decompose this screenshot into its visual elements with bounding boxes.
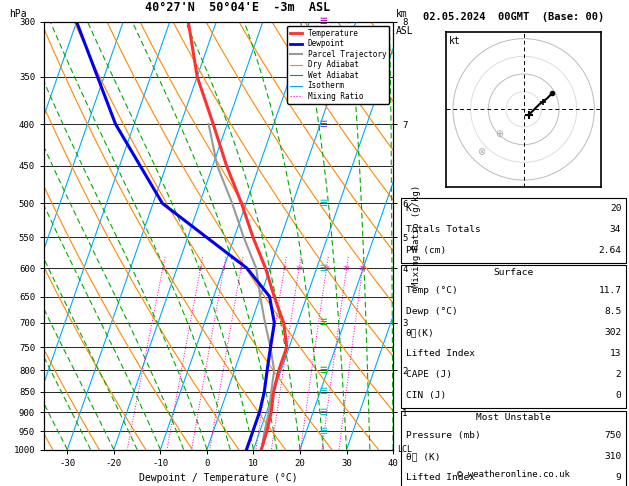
Text: ≡: ≡ [319, 425, 326, 438]
Text: 750: 750 [604, 431, 621, 440]
Text: © weatheronline.co.uk: © weatheronline.co.uk [457, 470, 570, 479]
Text: 3: 3 [222, 265, 226, 271]
Text: θᴇ (K): θᴇ (K) [406, 452, 440, 461]
Text: 25: 25 [359, 265, 366, 271]
Text: 15: 15 [323, 265, 330, 271]
Legend: Temperature, Dewpoint, Parcel Trajectory, Dry Adiabat, Wet Adiabat, Isotherm, Mi: Temperature, Dewpoint, Parcel Trajectory… [287, 26, 389, 104]
Text: Most Unstable: Most Unstable [476, 414, 551, 422]
Text: 11.7: 11.7 [598, 286, 621, 295]
Text: ≡: ≡ [319, 406, 326, 418]
Text: ≡: ≡ [319, 118, 326, 131]
Text: 2.64: 2.64 [598, 245, 621, 255]
Text: CAPE (J): CAPE (J) [406, 370, 452, 379]
Text: Dewp (°C): Dewp (°C) [406, 307, 457, 316]
Text: Temp (°C): Temp (°C) [406, 286, 457, 295]
Text: ≡: ≡ [319, 261, 326, 275]
Text: Pressure (mb): Pressure (mb) [406, 431, 481, 440]
Text: ⊗: ⊗ [477, 147, 486, 157]
Text: 40°27'N  50°04'E  -3m  ASL: 40°27'N 50°04'E -3m ASL [145, 0, 330, 14]
Text: ≡: ≡ [319, 16, 326, 28]
Text: ⊕: ⊕ [495, 129, 503, 139]
Text: ≡: ≡ [319, 385, 326, 399]
Text: ≡: ≡ [319, 316, 326, 330]
Text: ≡: ≡ [319, 197, 326, 210]
X-axis label: Dewpoint / Temperature (°C): Dewpoint / Temperature (°C) [139, 473, 298, 483]
Text: 302: 302 [604, 328, 621, 337]
Text: Lifted Index: Lifted Index [406, 473, 475, 482]
Text: Surface: Surface [494, 268, 533, 277]
Text: CIN (J): CIN (J) [406, 391, 446, 400]
Text: 310: 310 [604, 452, 621, 461]
Text: 20: 20 [610, 204, 621, 213]
Text: 34: 34 [610, 225, 621, 234]
Text: 8: 8 [282, 265, 286, 271]
Text: LCL: LCL [398, 445, 412, 454]
Text: hPa: hPa [9, 9, 27, 19]
Text: km: km [396, 9, 408, 19]
Text: Totals Totals: Totals Totals [406, 225, 481, 234]
Text: 13: 13 [610, 349, 621, 358]
Text: 1: 1 [161, 265, 165, 271]
Text: kt: kt [449, 36, 461, 46]
Text: ASL: ASL [396, 26, 414, 36]
Text: 0: 0 [616, 391, 621, 400]
Text: θᴇ(K): θᴇ(K) [406, 328, 435, 337]
Text: 02.05.2024  00GMT  (Base: 00): 02.05.2024 00GMT (Base: 00) [423, 12, 604, 22]
Text: 2: 2 [199, 265, 203, 271]
Text: 2: 2 [616, 370, 621, 379]
Text: 8.5: 8.5 [604, 307, 621, 316]
Text: 9: 9 [616, 473, 621, 482]
Text: Lifted Index: Lifted Index [406, 349, 475, 358]
Text: 4: 4 [239, 265, 243, 271]
Text: ≡: ≡ [319, 364, 326, 377]
Text: 10: 10 [296, 265, 303, 271]
Text: PW (cm): PW (cm) [406, 245, 446, 255]
Text: 20: 20 [343, 265, 350, 271]
Y-axis label: Mixing Ratio (g/kg): Mixing Ratio (g/kg) [412, 185, 421, 287]
Text: K: K [406, 204, 411, 213]
